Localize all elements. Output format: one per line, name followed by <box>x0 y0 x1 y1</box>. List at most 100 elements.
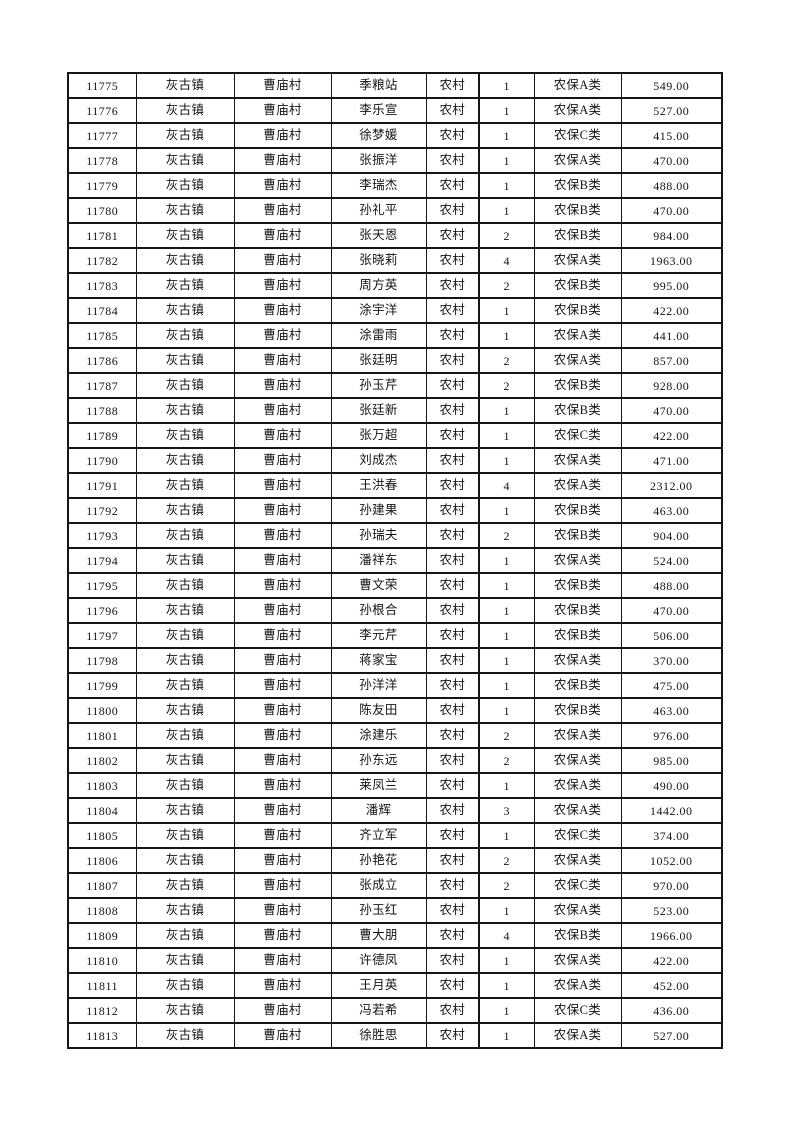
cell-count: 1 <box>478 972 535 999</box>
table-row: 11794 灰古镇 曹庙村 潘祥东 农村 1 农保A类 524.00 <box>67 547 723 574</box>
cell-town: 灰古镇 <box>135 622 235 649</box>
cell-amount: 470.00 <box>620 147 723 174</box>
cell-insurance_type: 农保B类 <box>533 672 622 699</box>
cell-category: 农村 <box>425 572 480 599</box>
cell-name: 张万超 <box>330 422 427 449</box>
cell-town: 灰古镇 <box>135 922 235 949</box>
cell-name: 孙玉红 <box>330 897 427 924</box>
cell-id: 11779 <box>67 172 137 199</box>
cell-name: 莱凤兰 <box>330 772 427 799</box>
cell-id: 11790 <box>67 447 137 474</box>
cell-town: 灰古镇 <box>135 197 235 224</box>
cell-amount: 970.00 <box>620 872 723 899</box>
cell-category: 农村 <box>425 72 480 99</box>
cell-category: 农村 <box>425 622 480 649</box>
cell-name: 涂宇洋 <box>330 297 427 324</box>
cell-amount: 524.00 <box>620 547 723 574</box>
cell-id: 11795 <box>67 572 137 599</box>
cell-amount: 985.00 <box>620 747 723 774</box>
cell-insurance_type: 农保C类 <box>533 872 622 899</box>
cell-insurance_type: 农保A类 <box>533 722 622 749</box>
cell-insurance_type: 农保B类 <box>533 222 622 249</box>
cell-category: 农村 <box>425 722 480 749</box>
cell-count: 2 <box>478 222 535 249</box>
cell-town: 灰古镇 <box>135 447 235 474</box>
cell-count: 1 <box>478 647 535 674</box>
table-row: 11792 灰古镇 曹庙村 孙建果 农村 1 农保B类 463.00 <box>67 497 723 524</box>
cell-id: 11791 <box>67 472 137 499</box>
cell-insurance_type: 农保A类 <box>533 1022 622 1049</box>
cell-village: 曹庙村 <box>233 322 332 349</box>
cell-name: 曹大朋 <box>330 922 427 949</box>
cell-town: 灰古镇 <box>135 822 235 849</box>
cell-category: 农村 <box>425 522 480 549</box>
cell-id: 11807 <box>67 872 137 899</box>
cell-amount: 984.00 <box>620 222 723 249</box>
cell-village: 曹庙村 <box>233 722 332 749</box>
table-row: 11798 灰古镇 曹庙村 蒋家宝 农村 1 农保A类 370.00 <box>67 647 723 674</box>
cell-count: 1 <box>478 422 535 449</box>
cell-insurance_type: 农保C类 <box>533 822 622 849</box>
cell-amount: 415.00 <box>620 122 723 149</box>
table-row: 11788 灰古镇 曹庙村 张廷新 农村 1 农保B类 470.00 <box>67 397 723 424</box>
cell-id: 11789 <box>67 422 137 449</box>
table-row: 11791 灰古镇 曹庙村 王洪春 农村 4 农保A类 2312.00 <box>67 472 723 499</box>
cell-village: 曹庙村 <box>233 372 332 399</box>
cell-id: 11785 <box>67 322 137 349</box>
cell-id: 11802 <box>67 747 137 774</box>
cell-town: 灰古镇 <box>135 322 235 349</box>
cell-count: 1 <box>478 172 535 199</box>
cell-count: 1 <box>478 147 535 174</box>
cell-amount: 422.00 <box>620 947 723 974</box>
cell-count: 1 <box>478 622 535 649</box>
cell-amount: 1442.00 <box>620 797 723 824</box>
table-row: 11785 灰古镇 曹庙村 涂雷雨 农村 1 农保A类 441.00 <box>67 322 723 349</box>
table-row: 11786 灰古镇 曹庙村 张廷明 农村 2 农保A类 857.00 <box>67 347 723 374</box>
cell-amount: 374.00 <box>620 822 723 849</box>
cell-count: 1 <box>478 447 535 474</box>
cell-name: 李元芹 <box>330 622 427 649</box>
cell-town: 灰古镇 <box>135 397 235 424</box>
cell-village: 曹庙村 <box>233 822 332 849</box>
cell-insurance_type: 农保B类 <box>533 522 622 549</box>
table-row: 11781 灰古镇 曹庙村 张天恩 农村 2 农保B类 984.00 <box>67 222 723 249</box>
cell-count: 2 <box>478 272 535 299</box>
cell-category: 农村 <box>425 797 480 824</box>
cell-count: 3 <box>478 797 535 824</box>
cell-insurance_type: 农保A类 <box>533 147 622 174</box>
table-row: 11796 灰古镇 曹庙村 孙根合 农村 1 农保B类 470.00 <box>67 597 723 624</box>
cell-category: 农村 <box>425 747 480 774</box>
cell-amount: 1052.00 <box>620 847 723 874</box>
cell-name: 孙东远 <box>330 747 427 774</box>
cell-count: 1 <box>478 822 535 849</box>
table-row: 11784 灰古镇 曹庙村 涂宇洋 农村 1 农保B类 422.00 <box>67 297 723 324</box>
cell-category: 农村 <box>425 322 480 349</box>
cell-name: 张晓莉 <box>330 247 427 274</box>
cell-count: 1 <box>478 397 535 424</box>
cell-id: 11806 <box>67 847 137 874</box>
cell-count: 2 <box>478 872 535 899</box>
cell-amount: 471.00 <box>620 447 723 474</box>
cell-village: 曹庙村 <box>233 1022 332 1049</box>
cell-id: 11780 <box>67 197 137 224</box>
table-row: 11783 灰古镇 曹庙村 周方英 农村 2 农保B类 995.00 <box>67 272 723 299</box>
cell-id: 11778 <box>67 147 137 174</box>
cell-amount: 1963.00 <box>620 247 723 274</box>
cell-count: 1 <box>478 497 535 524</box>
roster-table-body: 11775 灰古镇 曹庙村 季粮站 农村 1 农保A类 549.00 11776 灰古镇 曹庙村 李乐… <box>67 72 723 1049</box>
cell-insurance_type: 农保A类 <box>533 547 622 574</box>
cell-town: 灰古镇 <box>135 122 235 149</box>
cell-amount: 488.00 <box>620 572 723 599</box>
cell-name: 涂雷雨 <box>330 322 427 349</box>
cell-village: 曹庙村 <box>233 447 332 474</box>
cell-id: 11810 <box>67 947 137 974</box>
cell-id: 11781 <box>67 222 137 249</box>
cell-town: 灰古镇 <box>135 722 235 749</box>
benefit-roster-table: 11775 灰古镇 曹庙村 季粮站 农村 1 农保A类 549.00 11776 灰古镇 曹庙村 李乐… <box>67 72 723 1049</box>
cell-id: 11794 <box>67 547 137 574</box>
cell-amount: 475.00 <box>620 672 723 699</box>
cell-insurance_type: 农保B类 <box>533 622 622 649</box>
cell-name: 张成立 <box>330 872 427 899</box>
cell-category: 农村 <box>425 122 480 149</box>
